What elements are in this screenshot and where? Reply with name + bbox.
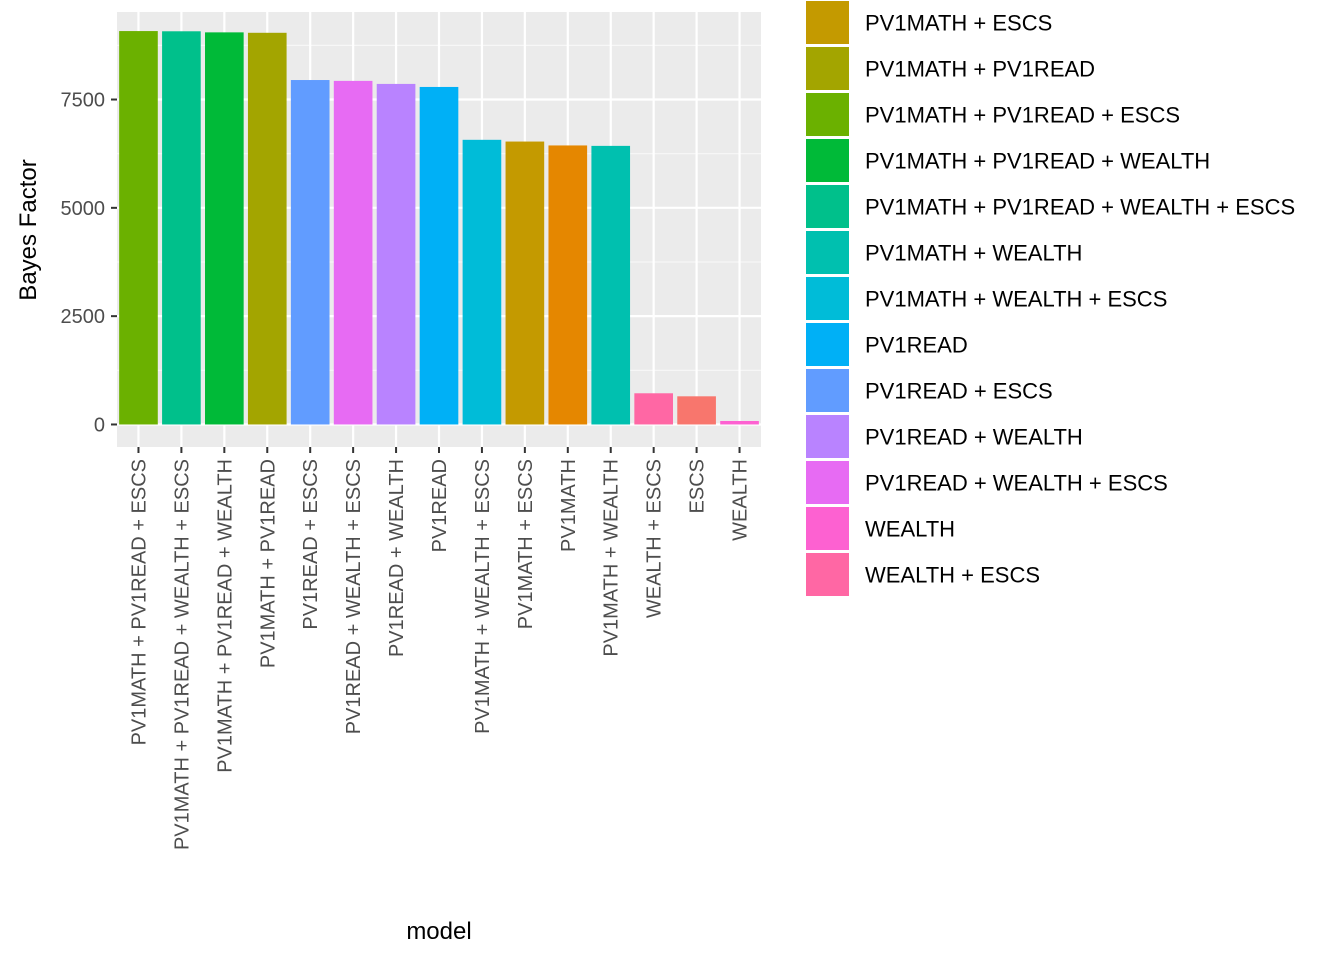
bar (376, 83, 416, 425)
legend-key (806, 415, 849, 458)
legend-label: PV1READ + ESCS (865, 379, 1053, 404)
bar (505, 141, 545, 425)
legend-key (806, 461, 849, 504)
x-tick-label: ESCS (687, 459, 709, 513)
legend-label: PV1MATH + PV1READ + WEALTH + ESCS (865, 195, 1295, 220)
legend-key (806, 139, 849, 182)
x-tick-label: PV1MATH (558, 459, 580, 552)
y-axis-title: Bayes Factor (15, 159, 42, 300)
bar (720, 421, 759, 425)
bar (119, 31, 158, 425)
x-tick-label: PV1MATH + WEALTH (601, 459, 623, 657)
bars (119, 31, 759, 425)
legend-key (806, 369, 849, 412)
y-tick-label: 2500 (61, 306, 106, 328)
x-tick-label: PV1MATH + ESCS (515, 459, 537, 629)
legend-key (806, 93, 849, 136)
bar (333, 80, 373, 425)
bar (591, 145, 631, 425)
bar (462, 139, 502, 425)
legend-label: WEALTH (865, 517, 955, 542)
bar (290, 80, 330, 425)
legend-key (806, 185, 849, 228)
bar (205, 32, 244, 425)
bar (677, 396, 716, 425)
bar (548, 145, 588, 425)
x-tick-label: PV1MATH + PV1READ + WEALTH (214, 459, 236, 773)
x-tick-label: WEALTH + ESCS (644, 459, 666, 618)
legend-label: WEALTH + ESCS (865, 563, 1040, 588)
x-tick-label: PV1MATH + WEALTH + ESCS (472, 459, 494, 734)
x-tick-label: PV1READ (429, 459, 451, 552)
legend-label: PV1MATH + WEALTH + ESCS (865, 287, 1167, 312)
legend-key (806, 507, 849, 550)
legend-key (806, 231, 849, 274)
x-tick-label: PV1READ + ESCS (300, 459, 322, 630)
legend-label: PV1MATH + ESCS (865, 11, 1052, 36)
x-axis-title: model (406, 918, 471, 945)
bar (247, 32, 287, 425)
bar (162, 31, 201, 425)
legend-label: PV1MATH + WEALTH (865, 241, 1082, 266)
legend-label: PV1READ + WEALTH + ESCS (865, 471, 1168, 496)
x-axis: PV1MATH + PV1READ + ESCS PV1MATH + PV1REA… (128, 447, 752, 850)
legend-label: PV1MATH + PV1READ (865, 57, 1095, 82)
x-tick-label: WEALTH (730, 459, 752, 541)
y-tick-label: 5000 (61, 198, 106, 220)
x-tick-label: PV1MATH + PV1READ + WEALTH + ESCS (171, 459, 193, 850)
legend-key (806, 323, 849, 366)
legend-label: PV1READ (865, 333, 968, 358)
legend-key (806, 1, 849, 44)
y-axis: 0 2500 5000 7500 (61, 90, 117, 436)
legend-key (806, 553, 849, 596)
x-tick-label: PV1MATH + PV1READ + ESCS (128, 459, 150, 745)
legend-key (806, 277, 849, 320)
x-tick-label: PV1MATH + PV1READ (257, 459, 279, 668)
x-tick-label: PV1READ + WEALTH + ESCS (343, 459, 365, 734)
legend-label: PV1MATH + PV1READ + ESCS (865, 103, 1180, 128)
bar (634, 393, 673, 425)
bar (419, 86, 459, 425)
x-tick-label: PV1READ + WEALTH (386, 459, 408, 657)
y-tick-label: 0 (94, 414, 105, 436)
legend-label: PV1READ + WEALTH (865, 425, 1083, 450)
y-tick-label: 7500 (61, 90, 106, 112)
legend: PV1MATH + ESCS PV1MATH + PV1READ PV1MATH +… (806, 1, 1295, 596)
legend-label: PV1MATH + PV1READ + WEALTH (865, 149, 1210, 174)
legend-key (806, 47, 849, 90)
